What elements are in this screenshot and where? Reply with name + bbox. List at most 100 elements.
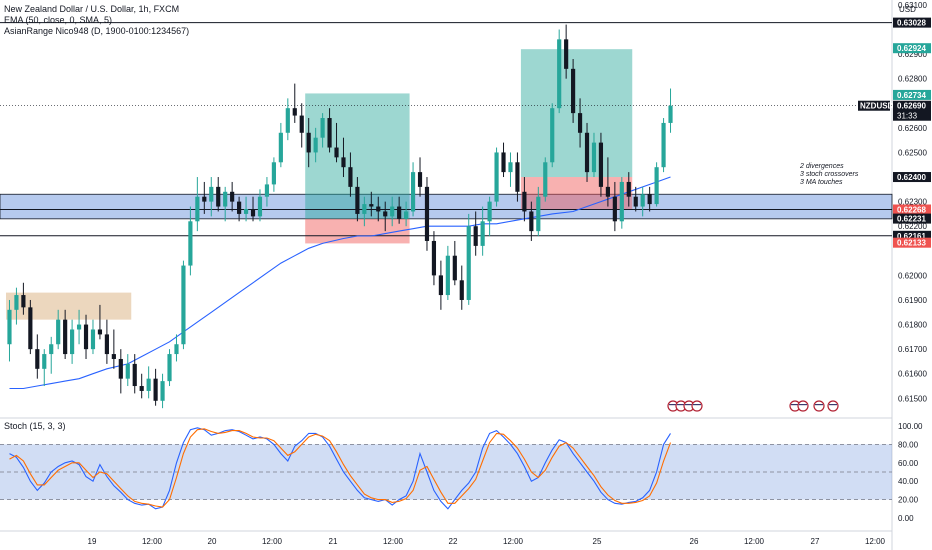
price-axis-label: 0.61700 [898,345,927,354]
candle-body [417,172,423,187]
price-tag-label: 0.62268 [897,205,926,214]
price-tag-label: 0.62690 [897,102,926,111]
candle-body [250,209,256,217]
candle-body [216,186,221,207]
us-flag-icon [829,404,837,406]
legend-asian-range[interactable]: AsianRange Nico948 (D, 1900-0100:1234567… [4,26,190,36]
candle-body [195,196,200,222]
price-tag-label: 0.62133 [897,239,926,248]
stoch-axis-label: 100.00 [898,422,923,431]
time-axis-label: 12:00 [142,537,163,546]
annotation-line: 3 stoch crossovers [800,171,859,178]
candle-body [181,265,186,345]
candle-body [640,194,645,207]
candle-body [139,386,144,391]
candle-body [619,181,624,222]
stoch-axis-label: 40.00 [898,477,919,486]
candle-body [647,194,652,205]
price-axis-label: 0.62800 [898,75,927,84]
candle-body [515,162,520,192]
us-flag-icon [797,400,809,412]
price-tag-label: 0.62161 [897,232,926,241]
candle-body [390,206,395,217]
candle-body [299,115,304,133]
candle-body [132,363,137,387]
candle-body [28,307,33,350]
candle-body [424,186,430,241]
candle-body [334,147,339,158]
candle-body [612,196,617,222]
time-axis-label: 21 [329,537,338,546]
time-axis-label: 12:00 [744,537,765,546]
candle-body [529,211,534,232]
candle-body [397,206,402,219]
candle-body [202,196,207,202]
price-axis-label: 0.61900 [898,296,927,305]
candle-body [348,167,353,187]
candle-body [174,344,179,355]
zone-support-zone [0,193,893,220]
candle-body [445,255,450,296]
candle-body [571,68,576,114]
price-tag [893,213,931,224]
stoch-axis-label: 80.00 [898,440,919,449]
candle-body [431,240,437,276]
candle-body [7,309,12,345]
candle-body [223,191,228,207]
candle-body [306,132,311,153]
candle-body [536,196,541,232]
price-axis-label: 0.62500 [898,148,927,157]
candle-body [577,113,583,133]
candle-body [278,132,283,163]
stoch-d-line [9,428,672,508]
time-axis-label: 12:00 [383,537,404,546]
candle-body [97,329,103,335]
zone-long-stop-1 [305,218,410,244]
candle-body [452,255,457,281]
legend-symbol[interactable]: New Zealand Dollar / U.S. Dollar, 1h, FX… [4,4,180,14]
us-flag-icon [791,404,799,406]
candle-body [111,354,116,359]
price-axis-label: 0.62300 [898,198,927,207]
us-flag-icon [693,404,701,406]
price-tag-label: 0.63028 [897,19,926,28]
candle-body [362,204,367,214]
us-flag-icon [813,400,825,412]
legend-stoch[interactable]: Stoch (15, 3, 3) [4,421,66,431]
candle-body [508,162,513,173]
price-tag [893,17,931,28]
price-axis-label: 0.61800 [898,321,927,330]
price-tag-countdown: 31:33 [897,112,918,121]
candle-body [341,157,346,168]
candle-body [49,344,54,355]
candle-body [42,354,47,369]
candle-body [56,319,61,345]
candle-body [90,329,96,350]
candle-body [257,196,263,217]
legend-ema[interactable]: EMA (50, close, 0, SMA, 5) [4,15,113,25]
candle-body [14,295,19,310]
candle-body [188,221,193,266]
candle-body [654,167,659,205]
candle-body [167,354,172,382]
zone-asian-range-box [6,292,132,320]
candle-body [104,334,109,355]
candle-body [438,275,443,296]
candle-body [264,184,270,197]
candle-body [21,295,26,308]
us-flag-icon [685,404,693,406]
zone-long-target-2 [520,49,633,178]
candle-body [230,191,235,202]
candle-body [313,137,318,153]
annotation-note[interactable]: 2 divergences 3 stoch crossovers 3 MA to… [800,163,858,187]
symbol-tag [858,100,890,111]
price-tag-label: 0.62400 [897,173,926,182]
time-axis-label: 19 [88,537,97,546]
stoch-axis-label: 20.00 [898,496,919,505]
candle-body [146,378,151,391]
us-flag-icon [677,404,685,406]
candle-body [598,142,604,187]
candle-body [410,172,416,212]
candle-body [494,152,499,202]
